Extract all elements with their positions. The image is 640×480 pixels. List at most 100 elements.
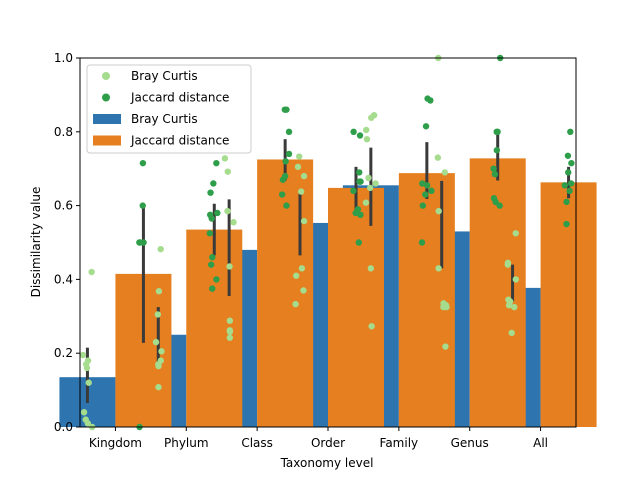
point-bray-curtis bbox=[226, 317, 234, 324]
legend: Bray Curtis Jaccard distance Bray Curtis Ja… bbox=[86, 64, 252, 154]
legend-label: Bray Curtis bbox=[131, 69, 198, 83]
point-bray-curtis bbox=[434, 154, 442, 161]
point-bray-curtis bbox=[84, 420, 92, 427]
point-bray-curtis bbox=[79, 351, 87, 359]
point-jaccard bbox=[491, 171, 499, 178]
bar-jaccard-phylum bbox=[186, 229, 243, 427]
y-axis-label: Dissimilarity value bbox=[29, 187, 43, 298]
point-jaccard bbox=[213, 159, 220, 167]
point-jaccard bbox=[496, 202, 503, 209]
point-bray-curtis bbox=[512, 276, 519, 283]
point-jaccard bbox=[209, 285, 216, 292]
point-jaccard bbox=[493, 147, 501, 154]
x-tick-label: Order bbox=[311, 436, 345, 450]
point-jaccard bbox=[207, 189, 214, 196]
point-bray-curtis bbox=[300, 287, 307, 294]
point-jaccard bbox=[214, 209, 221, 217]
point-jaccard bbox=[422, 123, 430, 130]
point-jaccard bbox=[279, 176, 287, 183]
point-jaccard bbox=[563, 198, 570, 206]
y-tick-label: 0.8 bbox=[54, 125, 73, 139]
point-jaccard bbox=[278, 191, 286, 198]
point-jaccard bbox=[419, 180, 426, 187]
legend-marker bbox=[102, 72, 110, 80]
point-bray-curtis bbox=[368, 114, 375, 121]
y-tick-label: 0.4 bbox=[54, 272, 73, 286]
point-jaccard bbox=[567, 180, 575, 187]
point-bray-curtis bbox=[154, 311, 162, 318]
point-bray-curtis bbox=[372, 180, 379, 187]
bar-jaccard-all bbox=[540, 182, 597, 427]
point-jaccard bbox=[427, 97, 434, 104]
point-jaccard bbox=[283, 202, 290, 209]
point-bray-curtis bbox=[294, 163, 302, 171]
x-tick-label: Family bbox=[380, 436, 419, 450]
point-bray-curtis bbox=[365, 174, 372, 182]
point-bray-curtis bbox=[221, 155, 229, 162]
point-jaccard bbox=[423, 182, 431, 189]
point-jaccard bbox=[207, 261, 215, 268]
y-tick-label: 1.0 bbox=[54, 51, 73, 65]
y-tick-label: 0.6 bbox=[54, 199, 73, 213]
point-bray-curtis bbox=[363, 126, 370, 134]
point-bray-curtis bbox=[367, 265, 375, 272]
point-jaccard bbox=[209, 254, 216, 261]
legend-marker bbox=[102, 93, 110, 102]
x-tick-label: Phylum bbox=[164, 436, 209, 450]
point-jaccard bbox=[564, 152, 572, 159]
point-jaccard bbox=[422, 191, 429, 198]
point-jaccard bbox=[563, 220, 570, 228]
point-bray-curtis bbox=[297, 188, 305, 195]
bar-jaccard-family bbox=[398, 173, 455, 427]
point-jaccard bbox=[419, 202, 427, 209]
bars-layer bbox=[59, 158, 597, 428]
x-tick-label: Genus bbox=[451, 436, 489, 450]
points-layer bbox=[79, 54, 575, 431]
point-jaccard bbox=[283, 106, 290, 113]
point-bray-curtis bbox=[224, 207, 231, 215]
point-bray-curtis bbox=[504, 261, 511, 268]
point-bray-curtis bbox=[300, 217, 308, 225]
point-bray-curtis bbox=[362, 199, 370, 206]
point-bray-curtis bbox=[298, 265, 306, 272]
point-bray-curtis bbox=[293, 272, 300, 279]
point-jaccard bbox=[208, 215, 215, 222]
point-jaccard bbox=[428, 187, 435, 195]
bar-jaccard-genus bbox=[469, 158, 526, 428]
point-bray-curtis bbox=[300, 172, 308, 180]
x-axis: Kingdom Phylum Class Order Family Genus All bbox=[89, 427, 548, 450]
point-jaccard bbox=[492, 198, 499, 206]
point-jaccard bbox=[282, 158, 289, 165]
point-jaccard bbox=[350, 187, 357, 195]
point-jaccard bbox=[285, 150, 293, 158]
legend-label: Bray Curtis bbox=[131, 112, 198, 126]
point-bray-curtis bbox=[292, 300, 299, 308]
point-jaccard bbox=[206, 230, 214, 237]
point-bray-curtis bbox=[230, 219, 237, 226]
point-bray-curtis bbox=[158, 348, 165, 355]
point-bray-curtis bbox=[88, 268, 95, 276]
x-tick-label: Class bbox=[241, 436, 273, 450]
point-jaccard bbox=[357, 211, 364, 219]
point-bray-curtis bbox=[435, 207, 442, 215]
point-bray-curtis bbox=[441, 169, 449, 176]
point-bray-curtis bbox=[226, 334, 234, 341]
legend-swatch bbox=[93, 114, 121, 124]
point-jaccard bbox=[139, 202, 146, 209]
point-bray-curtis bbox=[155, 288, 163, 295]
point-bray-curtis bbox=[366, 184, 374, 192]
point-jaccard bbox=[352, 209, 359, 217]
legend-label: Jaccard distance bbox=[130, 91, 229, 105]
point-bray-curtis bbox=[224, 168, 231, 175]
point-bray-curtis bbox=[363, 135, 371, 143]
point-bray-curtis bbox=[508, 329, 515, 337]
y-axis: 0.0 0.2 0.4 0.6 0.8 1.0 bbox=[54, 51, 80, 434]
point-bray-curtis bbox=[442, 343, 449, 350]
bar-jaccard-order bbox=[328, 187, 384, 427]
point-bray-curtis bbox=[443, 303, 450, 311]
point-jaccard bbox=[213, 276, 220, 283]
point-bray-curtis bbox=[226, 263, 233, 270]
point-jaccard bbox=[356, 132, 364, 139]
point-bray-curtis bbox=[505, 302, 513, 309]
y-tick-label: 0.2 bbox=[54, 346, 73, 360]
